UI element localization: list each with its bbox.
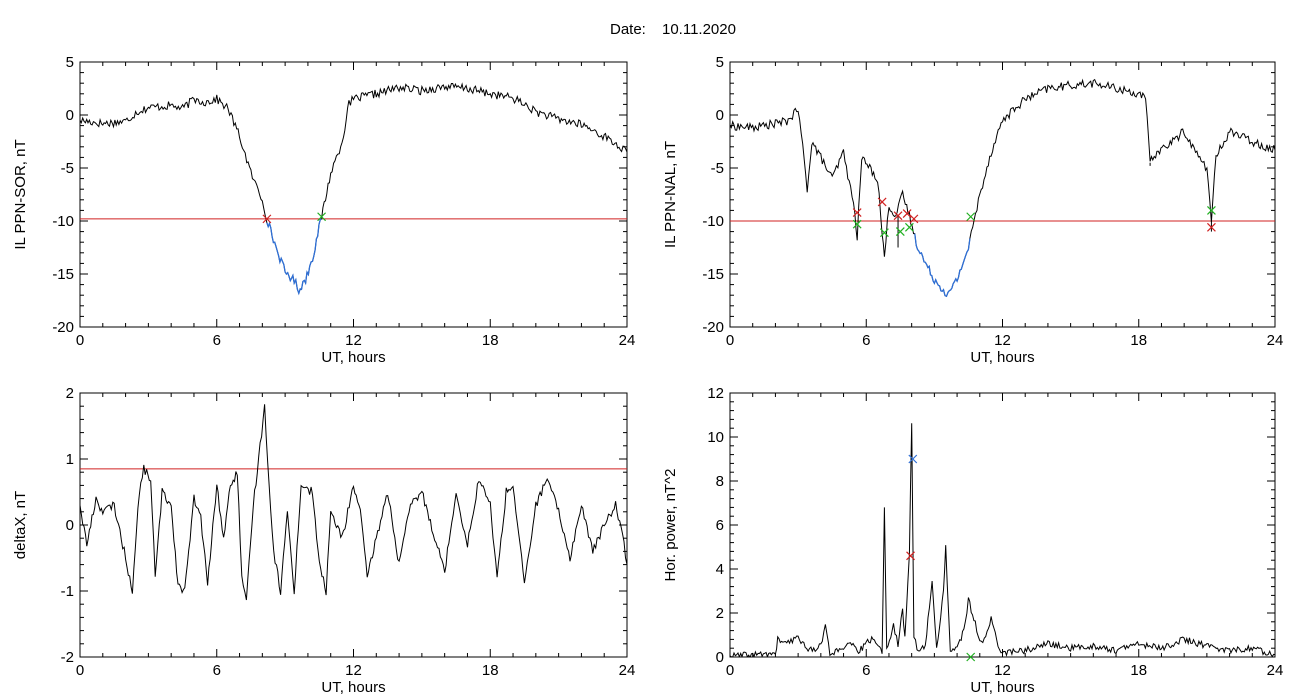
y-tick-label: 5 [66, 54, 74, 71]
series-line [730, 423, 1275, 657]
marker-end [1206, 205, 1216, 215]
panel-il_sor: 0 6 12 18 24 5 0 -5 -10 -15 -20 UT, hours IL PPN-SOR… [12, 54, 635, 366]
x-tick-label: 6 [862, 662, 870, 679]
y-tick-label: -1 [61, 583, 74, 600]
x-tick-label: 0 [76, 332, 84, 349]
marker-start [893, 211, 903, 221]
marker-start [262, 214, 272, 224]
y-tick-label: -10 [702, 213, 724, 230]
x-tick-label: 6 [862, 332, 870, 349]
marker-end [879, 228, 889, 238]
marker-peak [908, 454, 918, 464]
panel-deltax: 0 6 12 18 24 2 1 0 -1 -2 UT, hours deltaX, nT [12, 385, 635, 696]
y-tick-label: 2 [716, 605, 724, 622]
x-tick-label: 24 [1267, 332, 1284, 349]
y-tick-label: 8 [716, 473, 724, 490]
x-axis-title: UT, hours [321, 679, 385, 696]
y-tick-label: -20 [52, 319, 74, 336]
y-tick-label: -2 [61, 649, 74, 666]
x-tick-label: 12 [994, 332, 1011, 349]
y-tick-label: 12 [707, 385, 724, 402]
y-tick-label: 0 [66, 107, 74, 124]
x-axis-title: UT, hours [321, 349, 385, 366]
marker-end [895, 227, 905, 237]
date-label: Date: [610, 21, 646, 38]
series-line [80, 82, 627, 295]
panel-hor_power: 0 6 12 18 24 12 10 8 6 4 2 0 UT, hours Hor. power, nT… [662, 385, 1283, 696]
plot-frame [729, 61, 1276, 328]
below-threshold-segment [914, 233, 971, 298]
y-tick-label: -10 [52, 213, 74, 230]
marker-end [317, 212, 327, 222]
y-tick-label: 10 [707, 429, 724, 446]
y-tick-label: 0 [716, 107, 724, 124]
marker-end [852, 219, 862, 229]
y-tick-label: 0 [66, 517, 74, 534]
x-tick-label: 24 [1267, 662, 1284, 679]
series-line [80, 404, 627, 601]
x-tick-label: 0 [726, 662, 734, 679]
below-threshold-segment [266, 218, 322, 296]
y-tick-label: -15 [702, 266, 724, 283]
y-tick-label: -20 [702, 319, 724, 336]
x-tick-label: 24 [619, 662, 636, 679]
x-tick-label: 18 [1130, 332, 1147, 349]
marker-start [902, 209, 912, 219]
x-tick-label: 0 [726, 332, 734, 349]
marker-start [906, 551, 915, 561]
y-axis-title: deltaX, nT [12, 491, 29, 559]
x-tick-label: 18 [482, 332, 499, 349]
date-value: 10.11.2020 [662, 21, 736, 38]
y-tick-label: 1 [66, 451, 74, 468]
x-axis-title: UT, hours [970, 679, 1034, 696]
y-tick-label: 2 [66, 385, 74, 402]
y-tick-label: -5 [711, 160, 724, 177]
x-tick-label: 18 [1130, 662, 1147, 679]
series-line [730, 78, 1275, 297]
plot-frame [79, 61, 628, 328]
x-tick-label: 0 [76, 662, 84, 679]
marker-start [909, 214, 919, 224]
plot-frame [729, 392, 1276, 658]
y-tick-label: -15 [52, 266, 74, 283]
x-tick-label: 6 [213, 662, 221, 679]
y-tick-label: 6 [716, 517, 724, 534]
marker-end [966, 212, 976, 222]
marker-start [877, 197, 887, 207]
x-tick-label: 12 [345, 662, 362, 679]
plot-frame [79, 392, 628, 658]
y-axis-title: IL PPN-NAL, nT [662, 141, 679, 248]
x-tick-label: 24 [619, 332, 636, 349]
y-tick-label: 4 [716, 561, 724, 578]
y-tick-label: 5 [716, 54, 724, 71]
panel-il_nal: 0 6 12 18 24 5 0 -5 -10 -15 -20 UT, hours IL PPN-NAL… [662, 54, 1283, 366]
marker-start [1206, 222, 1216, 232]
marker-end [904, 222, 914, 232]
y-axis-title: IL PPN-SOR, nT [12, 139, 29, 249]
x-tick-label: 18 [482, 662, 499, 679]
marker-end [966, 652, 976, 662]
x-tick-label: 12 [994, 662, 1011, 679]
x-tick-label: 6 [213, 332, 221, 349]
x-axis-title: UT, hours [970, 349, 1034, 366]
marker-start [852, 208, 862, 217]
x-tick-label: 12 [345, 332, 362, 349]
y-tick-label: 0 [716, 649, 724, 666]
y-axis-title: Hor. power, nT^2 [662, 469, 679, 582]
y-tick-label: -5 [61, 160, 74, 177]
